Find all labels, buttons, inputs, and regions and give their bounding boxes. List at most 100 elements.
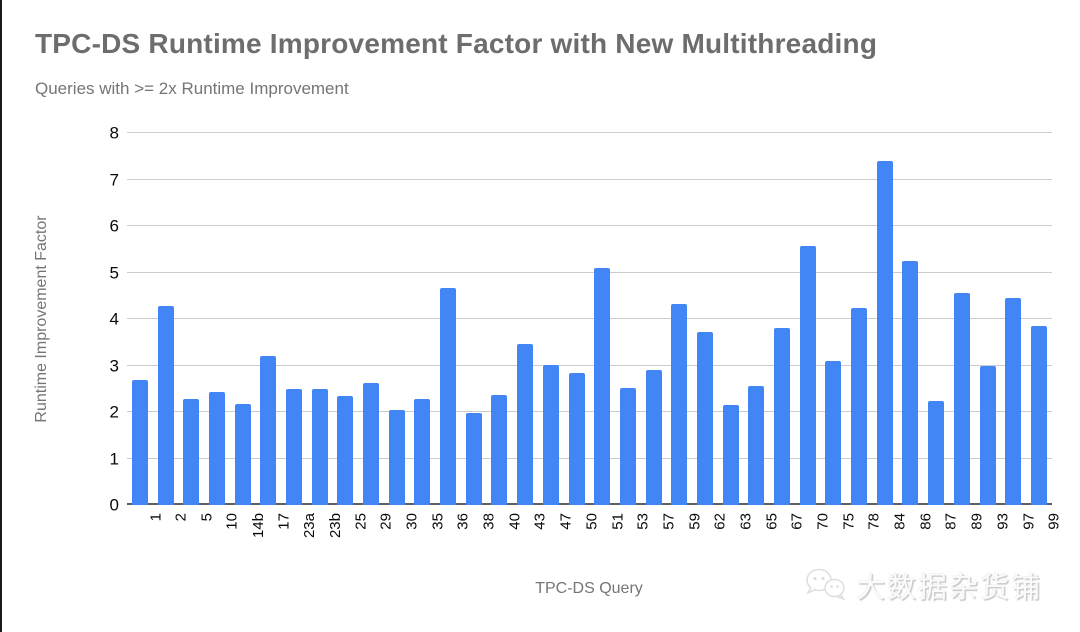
x-tick-slot: 43 <box>512 505 549 565</box>
x-tick-slot: 84 <box>872 505 909 565</box>
bar-slot <box>204 133 230 505</box>
y-tick-label: 7 <box>109 170 119 189</box>
bar-query-25 <box>337 396 354 505</box>
bar-slot <box>255 133 281 505</box>
watermark: 大数据杂货铺 <box>804 564 1042 606</box>
bar-query-17 <box>260 356 277 505</box>
bar-query-2 <box>157 306 174 505</box>
bar-slot <box>718 133 744 505</box>
x-tick-slot: 2 <box>153 505 190 565</box>
bar-slot <box>949 133 975 505</box>
x-tick-slot: 53 <box>615 505 652 565</box>
bar-query-53 <box>619 388 636 505</box>
x-tick-slot: 70 <box>795 505 832 565</box>
bar-query-36 <box>440 287 457 505</box>
bar-slot <box>898 133 924 505</box>
bar-query-50 <box>568 373 585 505</box>
bar-slot <box>692 133 718 505</box>
bar-query-14b <box>234 403 251 505</box>
x-tick-slot: 38 <box>461 505 498 565</box>
chart-subtitle: Queries with >= 2x Runtime Improvement <box>35 79 349 98</box>
bar-query-1 <box>131 380 148 505</box>
x-tick-slot: 67 <box>769 505 806 565</box>
x-tick-slot: 51 <box>589 505 626 565</box>
bar-query-84 <box>876 160 893 505</box>
x-axis-baseline <box>127 503 1052 505</box>
x-tick-slot: 97 <box>1000 505 1037 565</box>
bar-query-93 <box>979 366 996 505</box>
y-tick-label: 4 <box>109 309 119 329</box>
x-tick-slot: 30 <box>384 505 421 565</box>
gridline <box>127 178 1052 180</box>
bar-slot <box>127 133 153 505</box>
x-tick-slot: 59 <box>666 505 703 565</box>
bar-query-65 <box>748 385 765 505</box>
bar-slot <box>512 133 538 505</box>
bar-query-23b <box>311 389 328 505</box>
bar-slot <box>435 133 461 505</box>
bar-query-87 <box>928 401 945 505</box>
gridline <box>127 271 1052 273</box>
bar-query-99 <box>1030 326 1047 505</box>
y-tick-label: 1 <box>109 449 119 468</box>
bar-slot <box>487 133 513 505</box>
x-tick-slot: 87 <box>923 505 960 565</box>
bar-query-29 <box>363 382 380 505</box>
x-tick-slot: 62 <box>692 505 729 565</box>
bar-slot <box>641 133 667 505</box>
bar-slot <box>178 133 204 505</box>
y-tick-label: 5 <box>109 263 119 282</box>
bar-query-67 <box>774 327 791 505</box>
y-tick-label: 6 <box>109 216 119 236</box>
x-tick-slot: 86 <box>898 505 934 565</box>
gridline <box>127 411 1052 412</box>
bar-query-35 <box>414 399 431 505</box>
y-tick-label: 2 <box>109 402 119 422</box>
bar-query-63 <box>722 404 739 505</box>
bar-query-30 <box>388 410 405 505</box>
y-tick-label: 0 <box>109 495 119 515</box>
x-tick-slot: 5 <box>178 505 215 565</box>
bar-slot <box>1000 133 1026 505</box>
x-tick-label: 99 <box>1045 513 1063 530</box>
bar-query-57 <box>645 370 662 505</box>
bar-series <box>127 133 1052 505</box>
bar-query-62 <box>696 332 713 505</box>
x-tick-slot: 75 <box>821 505 857 565</box>
gridline <box>127 225 1052 226</box>
bar-slot <box>461 133 487 505</box>
bar-slot <box>410 133 436 505</box>
bar-slot <box>281 133 307 505</box>
bar-slot <box>795 133 821 505</box>
bar-query-86 <box>902 261 919 505</box>
bar-query-23a <box>285 388 302 505</box>
bar-slot <box>615 133 641 505</box>
bar-slot <box>538 133 564 505</box>
x-tick-slot: 40 <box>487 505 523 565</box>
x-tick-slot: 23b <box>307 505 344 565</box>
x-tick-slot: 25 <box>333 505 369 565</box>
x-tick-slot: 29 <box>358 505 395 565</box>
x-tick-slot: 1 <box>127 505 164 565</box>
gridline <box>127 364 1052 366</box>
x-tick-slot: 17 <box>255 505 292 565</box>
bar-slot <box>666 133 692 505</box>
bar-slot <box>744 133 770 505</box>
bar-slot <box>872 133 898 505</box>
x-tick-slot: 57 <box>641 505 678 565</box>
bar-slot <box>333 133 359 505</box>
bar-slot <box>153 133 179 505</box>
bar-slot <box>769 133 795 505</box>
bar-slot <box>564 133 590 505</box>
x-tick-slot: 78 <box>846 505 883 565</box>
y-tick-label: 3 <box>109 356 119 375</box>
watermark-text: 大数据杂货铺 <box>855 572 1042 604</box>
bar-slot <box>821 133 847 505</box>
x-tick-slot: 65 <box>744 505 780 565</box>
bar-query-59 <box>671 304 688 505</box>
bar-slot <box>1026 133 1052 505</box>
x-tick-slot: 14b <box>230 505 267 565</box>
bar-query-47 <box>542 365 559 505</box>
bar-slot <box>384 133 410 505</box>
x-tick-slot: 63 <box>718 505 755 565</box>
